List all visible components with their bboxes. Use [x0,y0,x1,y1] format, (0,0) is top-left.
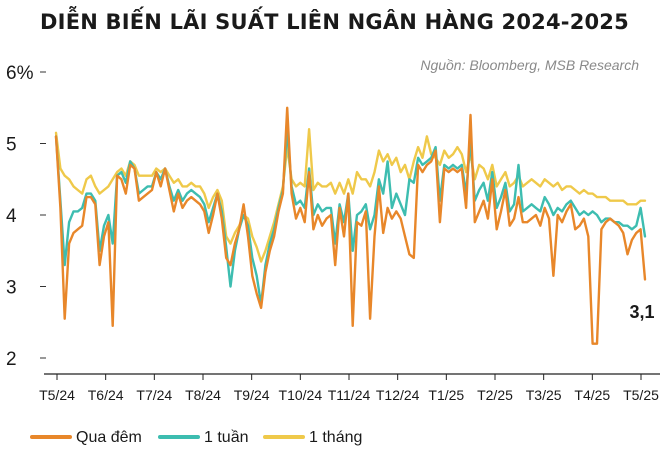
y-axis: 6% 5 4 3 2 [6,63,46,370]
y-tick-label: 3 [6,278,17,299]
legend-label: 1 tháng [309,429,362,446]
legend-item-2: 1 tháng [263,429,362,446]
last-value-label: 3,1 [629,302,654,322]
x-tick-label: T5/24 [39,387,75,403]
x-tick-label: T12/24 [376,387,420,403]
x-tick-label: T10/24 [279,387,323,403]
x-tick-label: T6/24 [88,387,124,403]
y-tick-label: 2 [6,349,17,370]
y-tick-label: 5 [6,135,17,156]
x-tick-label: T8/24 [185,387,221,403]
x-tick-label: T9/24 [234,387,270,403]
y-tick-label: 6% [6,63,34,84]
source-note: Nguồn: Bloomberg, MSB Research [420,57,639,73]
legend: Qua đêm 1 tuần 1 tháng [30,429,362,446]
x-tick-label: T5/25 [623,387,659,403]
series-line-2 [54,127,647,263]
chart-title: DIỄN BIẾN LÃI SUẤT LIÊN NGÂN HÀNG 2024-2… [40,10,629,34]
x-tick-label: T7/24 [136,387,172,403]
legend-label: Qua đêm [76,429,142,446]
x-axis: T5/24 T6/24 T7/24 T8/24 T9/24 T10/24 T11/24 T12… [39,373,660,403]
legend-item-0: Qua đêm [30,429,142,446]
x-tick-label: T3/25 [526,387,562,403]
x-tick-label: T1/25 [428,387,464,403]
legend-label: 1 tuần [204,429,248,446]
last-value-annotation: 3,1 [629,302,654,322]
legend-item-1: 1 tuần [158,429,248,446]
x-tick-label: T4/25 [574,387,610,403]
x-tick-label: T11/24 [328,387,371,403]
series-line-0 [54,106,647,345]
y-tick-label: 4 [6,206,17,227]
plot-lines [54,106,647,345]
x-tick-label: T2/25 [477,387,513,403]
